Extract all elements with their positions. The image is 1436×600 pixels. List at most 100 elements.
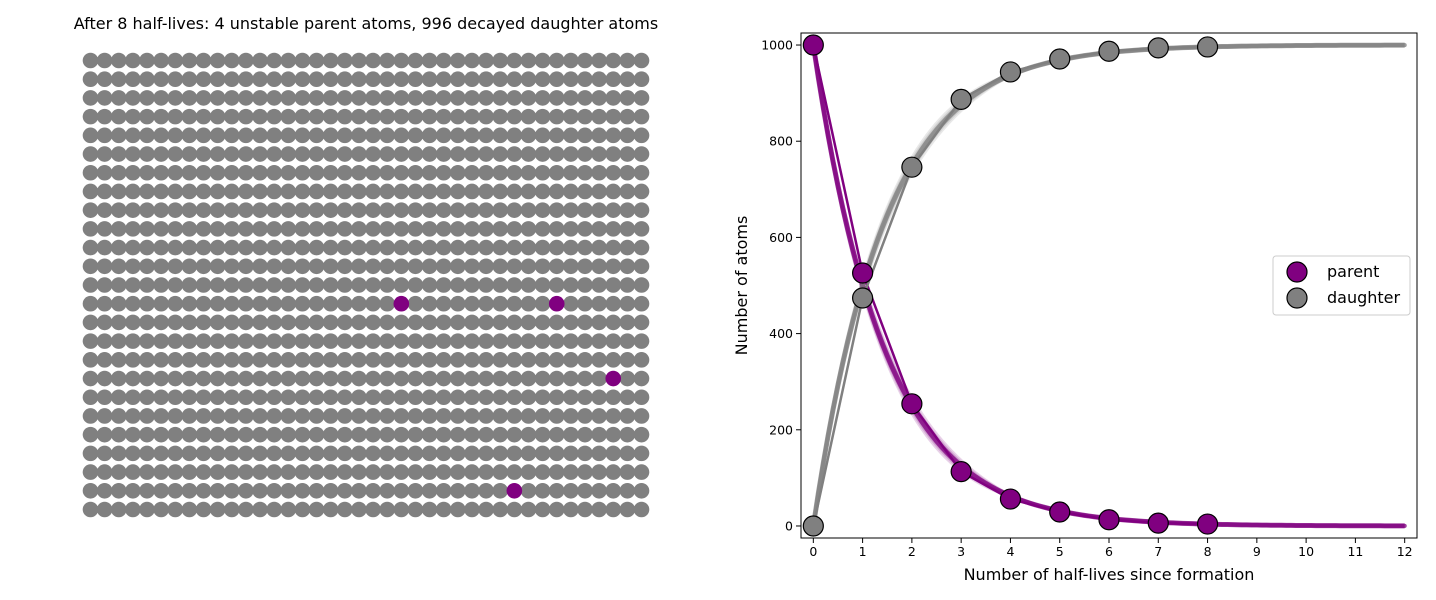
daughter-atom <box>548 127 565 144</box>
daughter-atom <box>195 426 212 443</box>
daughter-atom <box>195 277 212 293</box>
daughter-atom <box>365 108 381 125</box>
daughter-atom <box>110 464 127 480</box>
daughter-atom <box>266 482 282 499</box>
daughter-atom <box>96 146 113 162</box>
daughter-atom <box>110 146 127 162</box>
daughter-atom <box>223 71 240 88</box>
daughter-atom <box>421 277 438 293</box>
daughter-atom <box>280 221 297 237</box>
daughter-atom <box>534 90 551 106</box>
daughter-atom <box>633 221 650 237</box>
daughter-atom <box>125 127 141 144</box>
daughter-atom <box>181 108 198 125</box>
daughter-atom <box>548 164 565 181</box>
daughter-atom <box>435 314 452 331</box>
daughter-atom <box>209 277 226 293</box>
daughter-atom <box>605 221 622 237</box>
daughter-atom <box>153 183 169 200</box>
daughter-atom <box>577 146 593 162</box>
daughter-atom <box>153 164 169 181</box>
daughter-atom <box>478 146 494 162</box>
daughter-atom <box>478 333 494 349</box>
daughter-atom <box>308 408 325 424</box>
daughter-atom <box>195 239 212 256</box>
daughter-atom <box>139 333 155 349</box>
daughter-atom <box>252 90 268 106</box>
daughter-atom <box>520 108 537 125</box>
daughter-atom <box>252 127 268 144</box>
daughter-atom <box>605 333 622 349</box>
daughter-atom <box>96 389 113 406</box>
daughter-atom <box>478 482 494 499</box>
daughter-atom <box>110 352 127 368</box>
daughter-atom <box>125 501 141 518</box>
daughter-atom <box>294 127 311 144</box>
daughter-atom <box>252 183 268 200</box>
daughter-atom <box>167 239 184 256</box>
daughter-atom <box>421 146 438 162</box>
daughter-atom <box>167 146 184 162</box>
daughter-atom <box>252 164 268 181</box>
daughter-atom <box>351 221 367 237</box>
daughter-atom <box>82 445 99 462</box>
daughter-atom <box>195 482 212 499</box>
daughter-atom <box>125 183 141 200</box>
daughter-atom <box>280 389 297 406</box>
daughter-atom <box>294 239 311 256</box>
daughter-atom <box>520 164 537 181</box>
daughter-atom <box>450 389 466 406</box>
daughter-atom <box>266 426 282 443</box>
daughter-atom <box>238 258 254 275</box>
daughter-atom <box>351 445 367 462</box>
parent-point <box>1196 513 1219 535</box>
daughter-atom <box>322 464 339 480</box>
daughter-atom <box>619 277 636 293</box>
daughter-atom <box>393 221 410 237</box>
daughter-atom <box>322 370 339 387</box>
daughter-atom <box>633 52 650 69</box>
daughter-atom <box>266 352 282 368</box>
daughter-atom <box>82 295 99 312</box>
daughter-atom <box>421 127 438 144</box>
daughter-atom <box>110 501 127 518</box>
daughter-atom <box>82 501 99 518</box>
daughter-atom <box>393 464 410 480</box>
daughter-atom <box>435 426 452 443</box>
daughter-atom <box>252 295 268 312</box>
daughter-atom <box>181 482 198 499</box>
daughter-atom <box>450 314 466 331</box>
daughter-atom <box>82 277 99 293</box>
daughter-atom <box>195 501 212 518</box>
daughter-atom <box>238 90 254 106</box>
daughter-atom <box>337 482 353 499</box>
daughter-atom <box>125 221 141 237</box>
daughter-atom <box>520 90 537 106</box>
daughter-atom <box>379 71 395 88</box>
daughter-atom <box>379 164 395 181</box>
daughter-atom <box>337 333 353 349</box>
daughter-atom <box>209 389 226 406</box>
daughter-atom <box>181 333 198 349</box>
daughter-atom <box>520 333 537 349</box>
daughter-atom <box>195 408 212 424</box>
daughter-atom <box>337 71 353 88</box>
daughter-atom <box>322 146 339 162</box>
daughter-atom <box>96 333 113 349</box>
daughter-atom <box>223 258 240 275</box>
daughter-atom <box>238 445 254 462</box>
daughter-atom <box>266 333 282 349</box>
daughter-atom <box>464 295 480 312</box>
daughter-atom <box>294 445 311 462</box>
daughter-atom <box>181 408 198 424</box>
daughter-atom <box>351 426 367 443</box>
daughter-atom <box>534 277 551 293</box>
daughter-atom <box>139 445 155 462</box>
daughter-atom <box>167 90 184 106</box>
daughter-atom <box>365 90 381 106</box>
daughter-atom <box>181 71 198 88</box>
daughter-atom <box>492 314 509 331</box>
daughter-atom <box>167 108 184 125</box>
daughter-atom <box>195 314 212 331</box>
daughter-atom <box>633 277 650 293</box>
